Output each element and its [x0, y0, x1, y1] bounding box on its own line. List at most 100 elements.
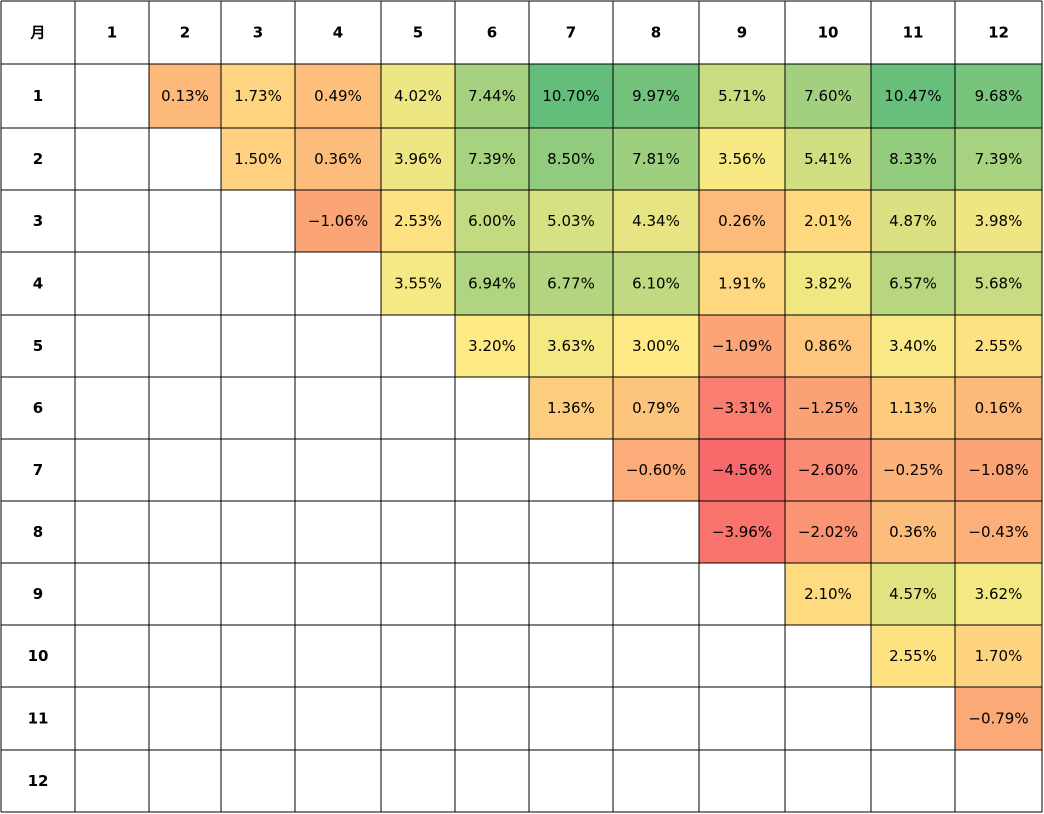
heatmap-cell-r4-c11 [871, 252, 955, 315]
row-header: 5 [33, 337, 43, 355]
row-header: 3 [33, 212, 43, 230]
heatmap-cell-r10-c11 [871, 625, 955, 687]
data-label: 5.71% [718, 87, 766, 105]
data-label: 7.81% [632, 150, 680, 168]
heatmap-cell-r3-c5 [381, 190, 455, 252]
heatmap-cell-r1-c4 [295, 64, 381, 128]
data-label: 10.47% [884, 87, 941, 105]
heatmap-cell-r1-c8 [613, 64, 699, 128]
data-label: 8.50% [547, 150, 595, 168]
heatmap-cell-r3-c4 [295, 190, 381, 252]
heatmap-cell-r7-c12 [955, 439, 1042, 501]
data-label: 2.53% [394, 212, 442, 230]
heatmap-cell-r3-c12 [955, 190, 1042, 252]
heatmap-cell-r2-c7 [529, 128, 613, 190]
heatmap-cell-r4-c5 [381, 252, 455, 315]
heatmap-cell-r3-c6 [455, 190, 529, 252]
heatmap-cell-r1-c2 [149, 64, 221, 128]
data-label: 7.44% [468, 87, 516, 105]
row-header: 12 [28, 772, 49, 790]
heatmap-cell-r2-c8 [613, 128, 699, 190]
heatmap-cell-r1-c9 [699, 64, 785, 128]
heatmap-cell-r9-c12 [955, 563, 1042, 625]
data-label: 3.82% [804, 275, 852, 293]
data-label: −4.56% [712, 461, 772, 479]
data-label: 1.50% [234, 150, 282, 168]
heatmap-cell-r8-c11 [871, 501, 955, 563]
heatmap-cell-r1-c7 [529, 64, 613, 128]
col-header: 12 [988, 24, 1009, 42]
heatmap-cell-r3-c7 [529, 190, 613, 252]
heatmap-cell-r5-c8 [613, 315, 699, 377]
data-label: 0.36% [314, 150, 362, 168]
heatmap-cell-r6-c7 [529, 377, 613, 439]
heatmap-cell-r5-c6 [455, 315, 529, 377]
data-label: −0.43% [968, 523, 1028, 541]
heatmap-cell-r9-c10 [785, 563, 871, 625]
heatmap-cell-r7-c10 [785, 439, 871, 501]
heatmap-cell-r1-c12 [955, 64, 1042, 128]
data-label: 3.63% [547, 337, 595, 355]
heatmap-cell-r2-c6 [455, 128, 529, 190]
heatmap-cell-r4-c10 [785, 252, 871, 315]
row-header: 10 [28, 647, 49, 665]
col-header: 3 [253, 24, 263, 42]
col-header: 5 [413, 24, 423, 42]
data-label: 6.57% [889, 275, 937, 293]
heatmap-cell-r9-c11 [871, 563, 955, 625]
heatmap-cell-r8-c9 [699, 501, 785, 563]
heatmap-cell-r3-c11 [871, 190, 955, 252]
data-label: 10.70% [542, 87, 599, 105]
col-header: 8 [651, 24, 661, 42]
data-label: −3.31% [712, 399, 772, 417]
heatmap-cell-r2-c5 [381, 128, 455, 190]
data-label: 0.16% [975, 399, 1023, 417]
heatmap-cells [149, 64, 1042, 750]
heatmap-cell-r2-c3 [221, 128, 295, 190]
data-label: 3.20% [468, 337, 516, 355]
data-label: 4.87% [889, 212, 937, 230]
col-header: 11 [903, 24, 924, 42]
data-label: 0.86% [804, 337, 852, 355]
data-label: 2.55% [889, 647, 937, 665]
data-label: −1.09% [712, 337, 772, 355]
heatmap-cell-r4-c8 [613, 252, 699, 315]
data-label: 6.94% [468, 275, 516, 293]
data-label: 1.36% [547, 399, 595, 417]
heatmap-cell-r5-c12 [955, 315, 1042, 377]
row-header: 11 [28, 710, 49, 728]
heatmap-cell-r6-c10 [785, 377, 871, 439]
data-label: 3.40% [889, 337, 937, 355]
data-label: 0.26% [718, 212, 766, 230]
heatmap-cell-r2-c12 [955, 128, 1042, 190]
data-label: 2.10% [804, 585, 852, 603]
data-label: 3.96% [394, 150, 442, 168]
data-label: 5.03% [547, 212, 595, 230]
row-header: 1 [33, 87, 43, 105]
heatmap-cell-r6-c11 [871, 377, 955, 439]
data-label: 8.33% [889, 150, 937, 168]
data-label: 3.56% [718, 150, 766, 168]
heatmap-cell-r5-c11 [871, 315, 955, 377]
heatmap-cell-r4-c7 [529, 252, 613, 315]
heatmap-cell-r4-c12 [955, 252, 1042, 315]
row-header: 4 [33, 275, 43, 293]
data-label: −1.25% [798, 399, 858, 417]
data-label: 3.00% [632, 337, 680, 355]
data-label: 0.36% [889, 523, 937, 541]
row-header: 2 [33, 150, 43, 168]
data-label: 4.02% [394, 87, 442, 105]
col-header: 10 [818, 24, 839, 42]
heatmap-cell-r1-c6 [455, 64, 529, 128]
data-label: 1.91% [718, 275, 766, 293]
col-header: 6 [487, 24, 497, 42]
col-header: 2 [180, 24, 190, 42]
heatmap-cell-r3-c9 [699, 190, 785, 252]
heatmap-cell-r5-c9 [699, 315, 785, 377]
data-label: 1.13% [889, 399, 937, 417]
heatmap-cell-r3-c8 [613, 190, 699, 252]
heatmap-cell-r8-c12 [955, 501, 1042, 563]
col-header: 4 [333, 24, 343, 42]
